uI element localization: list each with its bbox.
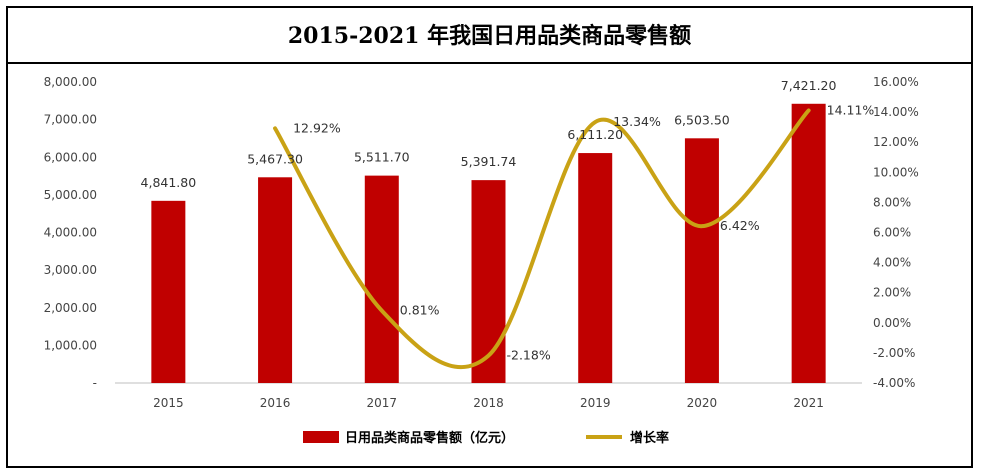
bar [258,177,293,383]
x-tick-label: 2017 [367,396,398,410]
line-data-label: -2.18% [507,348,551,363]
chart-frame [6,6,973,468]
bar [578,153,613,383]
chart-title: 2015-2021 年我国日用品类商品零售额 [287,23,692,49]
bar [151,200,186,383]
y-left-tick-label: 4,000.00 [44,226,97,240]
legend-label-bar: 日用品类商品零售额（亿元） [345,430,514,446]
bar-data-label: 5,511.70 [354,150,410,165]
bar-data-label: 5,391.74 [461,154,517,169]
x-tick-label: 2015 [153,396,184,410]
bar-data-label: 5,467.30 [247,151,303,166]
title-bar: 2015-2021 年我国日用品类商品零售额 [6,6,973,64]
bar [364,175,399,383]
y-left-tick-label: 1,000.00 [44,338,97,352]
bar-data-label: 4,841.80 [141,175,197,190]
x-tick-label: 2016 [260,396,291,410]
bar [684,138,719,383]
line-data-label: 0.81% [400,303,440,318]
y-right-tick-label: -2.00% [873,346,915,360]
x-tick-label: 2020 [687,396,718,410]
x-tick-label: 2018 [473,396,504,410]
line-data-label: 14.11% [827,102,875,117]
y-right-tick-label: 8.00% [873,195,911,209]
y-left-tick-label: 8,000.00 [44,75,97,89]
x-tick-label: 2019 [580,396,611,410]
y-right-tick-label: 0.00% [873,316,911,330]
y-right-tick-label: 14.00% [873,105,919,119]
bar-data-label: 6,503.50 [674,112,730,127]
legend-label-line: 增长率 [630,430,669,446]
line-data-label: 13.34% [613,114,661,129]
bar [791,103,826,384]
y-right-tick-label: 12.00% [873,135,919,149]
y-left-tick-label: 5,000.00 [44,188,97,202]
y-right-tick-label: 4.00% [873,256,911,270]
line-data-label: 6.42% [720,218,760,233]
y-right-tick-label: 6.00% [873,226,911,240]
y-left-tick-label: - [93,376,97,390]
y-left-tick-label: 3,000.00 [44,263,97,277]
y-right-tick-label: 16.00% [873,75,919,89]
x-tick-label: 2021 [793,396,824,410]
line-data-label: 12.92% [293,120,341,135]
bar [471,180,506,383]
bar-data-label: 7,421.20 [781,78,837,93]
growth-rate-line [273,108,811,370]
y-left-tick-label: 2,000.00 [44,301,97,315]
y-left-tick-label: 7,000.00 [44,113,97,127]
y-left-tick-label: 6,000.00 [44,150,97,164]
y-right-tick-label: 10.00% [873,165,919,179]
bar-data-label: 6,111.20 [567,127,623,142]
legend-swatch-bar [303,431,339,443]
y-right-tick-label: -4.00% [873,376,915,390]
y-right-tick-label: 2.00% [873,286,911,300]
